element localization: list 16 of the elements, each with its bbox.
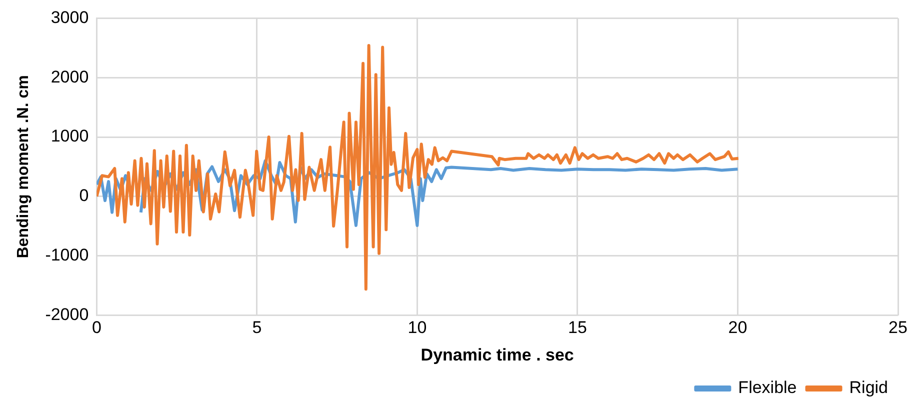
y-tick-label: 2000 [50,67,89,86]
y-tick-label: 0 [79,186,89,206]
x-tick-label: 15 [568,318,587,338]
x-tick-label: 25 [888,318,908,338]
x-tick-label: 0 [92,318,102,338]
y-tick-label: 1000 [50,126,89,146]
x-tick-label: 10 [408,318,427,338]
x-axis-title: Dynamic time . sec [420,345,574,364]
x-tick-label: 5 [252,318,262,338]
x-tick-label: 20 [728,318,748,338]
legend-label: Flexible [738,378,797,398]
y-tick-label: 3000 [50,8,89,27]
y-tick-label: -2000 [45,304,89,324]
legend-label: Rigid [849,378,888,398]
y-axis-title: Bending moment .N. cm [15,75,32,258]
y-tick-label: -1000 [45,245,89,264]
